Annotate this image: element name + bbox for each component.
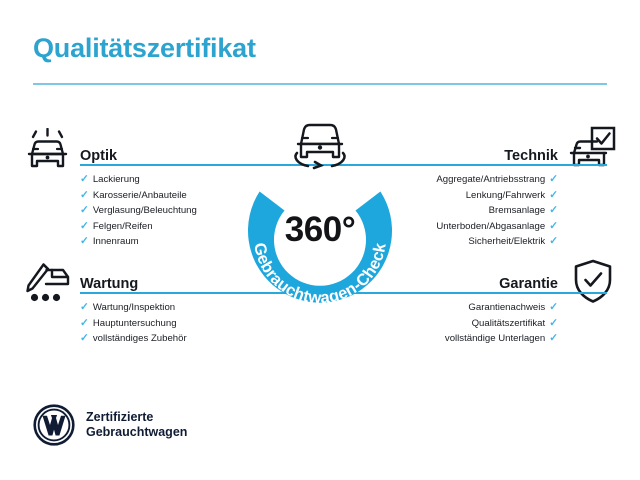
360-check-badge: Gebrauchtwagen-Check 360° [231, 123, 409, 326]
section-title: Technik [504, 148, 558, 164]
footer-text: Zertifizierte Gebrauchtwagen [86, 410, 187, 441]
list-item: ✓ Verglasung/Beleuchtung [80, 203, 230, 219]
footer-branding: Zertifizierte Gebrauchtwagen [33, 404, 187, 446]
section-header: Wartung [80, 268, 607, 294]
shield-check-icon [572, 258, 614, 309]
check-icon: ✓ [80, 188, 89, 201]
list-item-label: Garantienachweis [468, 302, 546, 313]
list-item: vollständige Unterlagen ✓ [408, 331, 558, 347]
list-item-label: Hauptuntersuchung [92, 317, 177, 329]
check-icon: ✓ [80, 204, 89, 217]
list-item-label: Innenraum [92, 236, 139, 248]
section-garantie: Garantie Garantienachweis ✓ Qualitätszert… [81, 268, 558, 347]
car-front-rotate-icon [294, 123, 346, 170]
section-header: Garantie [81, 268, 558, 294]
section-header: Technik [81, 140, 558, 166]
list-item: Aggregate/Antriebsstrang ✓ [408, 172, 558, 188]
check-icon: ✓ [549, 332, 558, 345]
list-item: ✓ vollständiges Zubehör [80, 331, 230, 347]
checklist-garantie: Garantienachweis ✓ Qualitätszertifikat ✓ v… [408, 300, 558, 347]
check-icon: ✓ [80, 173, 89, 185]
list-item: Lenkung/Fahrwerk ✓ [408, 188, 558, 204]
section-title: Garantie [499, 276, 558, 292]
service-pen-car-icon [22, 258, 74, 309]
section-title: Optik [80, 148, 118, 164]
volkswagen-logo [33, 404, 75, 446]
check-icon: ✓ [80, 235, 89, 248]
section-wartung: Wartung ✓ Wartung/Inspektion ✓ Hauptunters… [80, 268, 607, 347]
list-item-label: Bremsanlage [488, 205, 546, 217]
section-header: Optik [80, 140, 607, 166]
list-item: ✓ Felgen/Reifen [80, 219, 230, 235]
check-icon: ✓ [549, 235, 558, 248]
check-icon: ✓ [549, 219, 558, 232]
list-item-label: Aggregate/Antriebsstrang [436, 174, 546, 185]
list-item: ✓ Lackierung [80, 172, 230, 188]
list-item-label: Verglasung/Beleuchtung [92, 205, 197, 217]
check-icon: ✓ [80, 219, 89, 232]
list-item-label: Unterboden/Abgasanlage [436, 220, 546, 232]
list-item: ✓ Wartung/Inspektion [80, 300, 230, 316]
car-shine-icon [22, 127, 74, 179]
list-item: Unterboden/Abgasanlage ✓ [408, 219, 558, 235]
checklist-optik: ✓ Lackierung ✓ Karosserie/Anbauteile ✓ Verg… [80, 172, 230, 250]
footer-line-1: Zertifizierte [86, 409, 154, 424]
list-item-label: Qualitätszertifikat [471, 317, 546, 329]
check-icon: ✓ [549, 188, 558, 201]
list-item: ✓ Karosserie/Anbauteile [80, 188, 230, 204]
list-item: Sicherheit/Elektrik ✓ [408, 234, 558, 250]
list-item-label: vollständiges Zubehör [92, 333, 187, 345]
list-item: ✓ Hauptuntersuchung [80, 316, 230, 332]
check-icon: ✓ [549, 204, 558, 217]
list-item: Qualitätszertifikat ✓ [408, 316, 558, 332]
list-item: ✓ Innenraum [80, 234, 230, 250]
list-item-label: Sicherheit/Elektrik [468, 236, 546, 248]
list-item: Bremsanlage ✓ [408, 203, 558, 219]
check-icon: ✓ [549, 173, 558, 185]
list-item-label: Wartung/Inspektion [92, 302, 176, 313]
footer-line-2: Gebrauchtwagen [86, 425, 188, 439]
list-item-label: Lackierung [92, 174, 140, 185]
check-icon: ✓ [549, 316, 558, 329]
section-technik: Technik Aggregate/Antriebsstrang ✓ Lenkun… [81, 140, 558, 250]
list-item-label: Felgen/Reifen [92, 220, 153, 232]
check-icon: ✓ [80, 316, 89, 329]
section-optik: Optik ✓ Lackierung ✓ Karosserie/Anbauteile… [80, 140, 607, 250]
badge-ring: Gebrauchtwagen-Check [248, 191, 392, 307]
list-item: Garantienachweis ✓ [408, 300, 558, 316]
list-item-label: Karosserie/Anbauteile [92, 189, 187, 201]
page-title: Qualitätszertifikat [33, 33, 256, 63]
badge-degrees: 360° [284, 210, 356, 249]
list-item-label: Lenkung/Fahrwerk [465, 189, 546, 201]
car-checkbox-icon [566, 126, 616, 179]
title-divider [33, 83, 607, 85]
list-item-label: vollständige Unterlagen [444, 333, 546, 345]
checklist-technik: Aggregate/Antriebsstrang ✓ Lenkung/Fahrwe… [408, 172, 558, 250]
check-icon: ✓ [549, 301, 558, 313]
checklist-wartung: ✓ Wartung/Inspektion ✓ Hauptuntersuchung ✓… [80, 300, 230, 347]
section-title: Wartung [80, 276, 139, 292]
check-icon: ✓ [80, 332, 89, 345]
check-icon: ✓ [80, 301, 89, 313]
